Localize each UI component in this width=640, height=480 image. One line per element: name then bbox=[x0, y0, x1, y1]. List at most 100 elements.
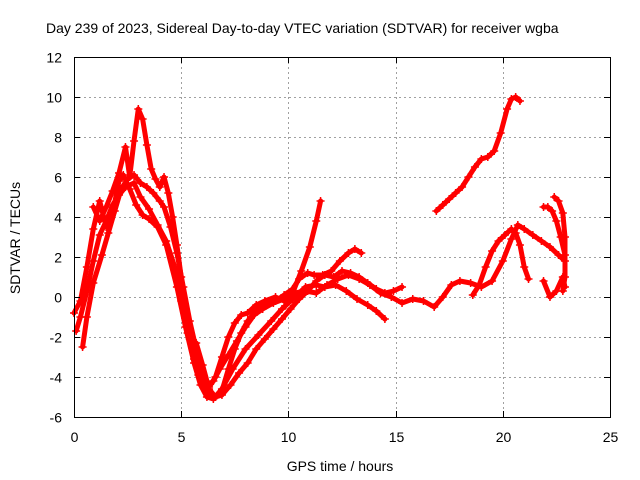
data-point bbox=[217, 353, 226, 361]
y-tick-label: 8 bbox=[54, 130, 62, 146]
x-tick-label: 5 bbox=[178, 429, 186, 445]
data-point bbox=[303, 269, 312, 277]
data-point bbox=[288, 285, 297, 293]
data-point bbox=[552, 287, 561, 295]
data-point bbox=[132, 201, 141, 209]
data-point bbox=[350, 245, 359, 253]
data-point bbox=[230, 345, 239, 353]
x-tick-label: 15 bbox=[389, 429, 405, 445]
data-point bbox=[254, 331, 263, 339]
data-point bbox=[286, 305, 295, 313]
data-point bbox=[102, 203, 111, 211]
data-point bbox=[380, 315, 389, 323]
data-point bbox=[185, 335, 194, 343]
series-arc8 bbox=[539, 203, 569, 259]
data-point bbox=[217, 387, 226, 395]
data-point bbox=[520, 263, 529, 271]
y-tick-label: -4 bbox=[50, 370, 63, 386]
data-point bbox=[164, 189, 173, 197]
data-point bbox=[498, 257, 507, 265]
data-point bbox=[507, 225, 516, 233]
data-point bbox=[507, 235, 516, 243]
data-point bbox=[108, 187, 117, 195]
data-point bbox=[353, 295, 362, 303]
data-point bbox=[155, 197, 164, 205]
y-tick-label: 12 bbox=[46, 50, 62, 66]
data-point bbox=[537, 237, 546, 245]
data-point bbox=[95, 231, 104, 239]
data-point bbox=[142, 183, 151, 191]
data-point bbox=[125, 173, 134, 181]
data-point bbox=[515, 97, 524, 105]
data-point bbox=[190, 355, 199, 363]
data-point bbox=[211, 393, 220, 401]
series-arc10 bbox=[539, 273, 569, 301]
data-point bbox=[136, 179, 145, 187]
x-tick-label: 10 bbox=[281, 429, 297, 445]
data-point bbox=[545, 293, 554, 301]
data-point bbox=[363, 279, 372, 287]
data-point bbox=[490, 147, 499, 155]
data-point bbox=[387, 293, 396, 301]
data-point bbox=[149, 189, 158, 197]
data-point bbox=[496, 129, 505, 137]
data-point bbox=[475, 281, 484, 289]
data-point bbox=[142, 141, 151, 149]
data-point bbox=[147, 165, 156, 173]
data-point bbox=[560, 283, 569, 291]
data-point bbox=[355, 273, 364, 281]
data-point bbox=[451, 189, 460, 197]
data-point bbox=[89, 225, 98, 233]
series-arc6 bbox=[432, 93, 524, 215]
y-tick-label: 6 bbox=[54, 170, 62, 186]
data-point bbox=[470, 163, 479, 171]
data-point bbox=[548, 207, 557, 215]
data-point bbox=[134, 105, 143, 113]
data-point bbox=[155, 183, 164, 191]
data-point bbox=[494, 237, 503, 245]
data-point bbox=[237, 329, 246, 337]
data-point bbox=[329, 273, 338, 281]
data-series bbox=[70, 93, 569, 403]
data-point bbox=[507, 95, 516, 103]
data-point bbox=[322, 281, 331, 289]
data-point bbox=[432, 207, 441, 215]
data-point bbox=[136, 193, 145, 201]
data-point bbox=[455, 277, 464, 285]
data-point bbox=[327, 267, 336, 275]
data-point bbox=[430, 303, 439, 311]
y-tick-label: -2 bbox=[50, 330, 63, 346]
data-point bbox=[153, 221, 162, 229]
data-point bbox=[552, 217, 561, 225]
data-point bbox=[344, 249, 353, 257]
data-point bbox=[466, 279, 475, 287]
series-arc5 bbox=[192, 245, 366, 401]
x-tick-label: 25 bbox=[603, 429, 619, 445]
data-point bbox=[528, 231, 537, 239]
data-point bbox=[481, 263, 490, 271]
data-point bbox=[121, 143, 130, 151]
data-point bbox=[312, 217, 321, 225]
data-point bbox=[277, 305, 286, 313]
y-tick-label: 0 bbox=[54, 290, 62, 306]
data-point bbox=[346, 269, 355, 277]
data-point bbox=[445, 195, 454, 203]
data-point bbox=[267, 317, 276, 325]
data-point bbox=[372, 285, 381, 293]
data-point bbox=[477, 155, 486, 163]
data-point bbox=[241, 345, 250, 353]
data-point bbox=[237, 311, 246, 319]
data-point bbox=[511, 229, 520, 237]
y-tick-label: -6 bbox=[50, 410, 63, 426]
data-point bbox=[224, 333, 233, 341]
grid-lines bbox=[74, 57, 610, 417]
data-point bbox=[511, 93, 520, 101]
data-point bbox=[280, 291, 289, 299]
data-point bbox=[408, 295, 417, 303]
data-point bbox=[138, 115, 147, 123]
series-arc7 bbox=[468, 225, 533, 299]
y-tick-label: 4 bbox=[54, 210, 62, 226]
data-point bbox=[438, 293, 447, 301]
data-point bbox=[89, 257, 98, 265]
data-point bbox=[117, 185, 126, 193]
